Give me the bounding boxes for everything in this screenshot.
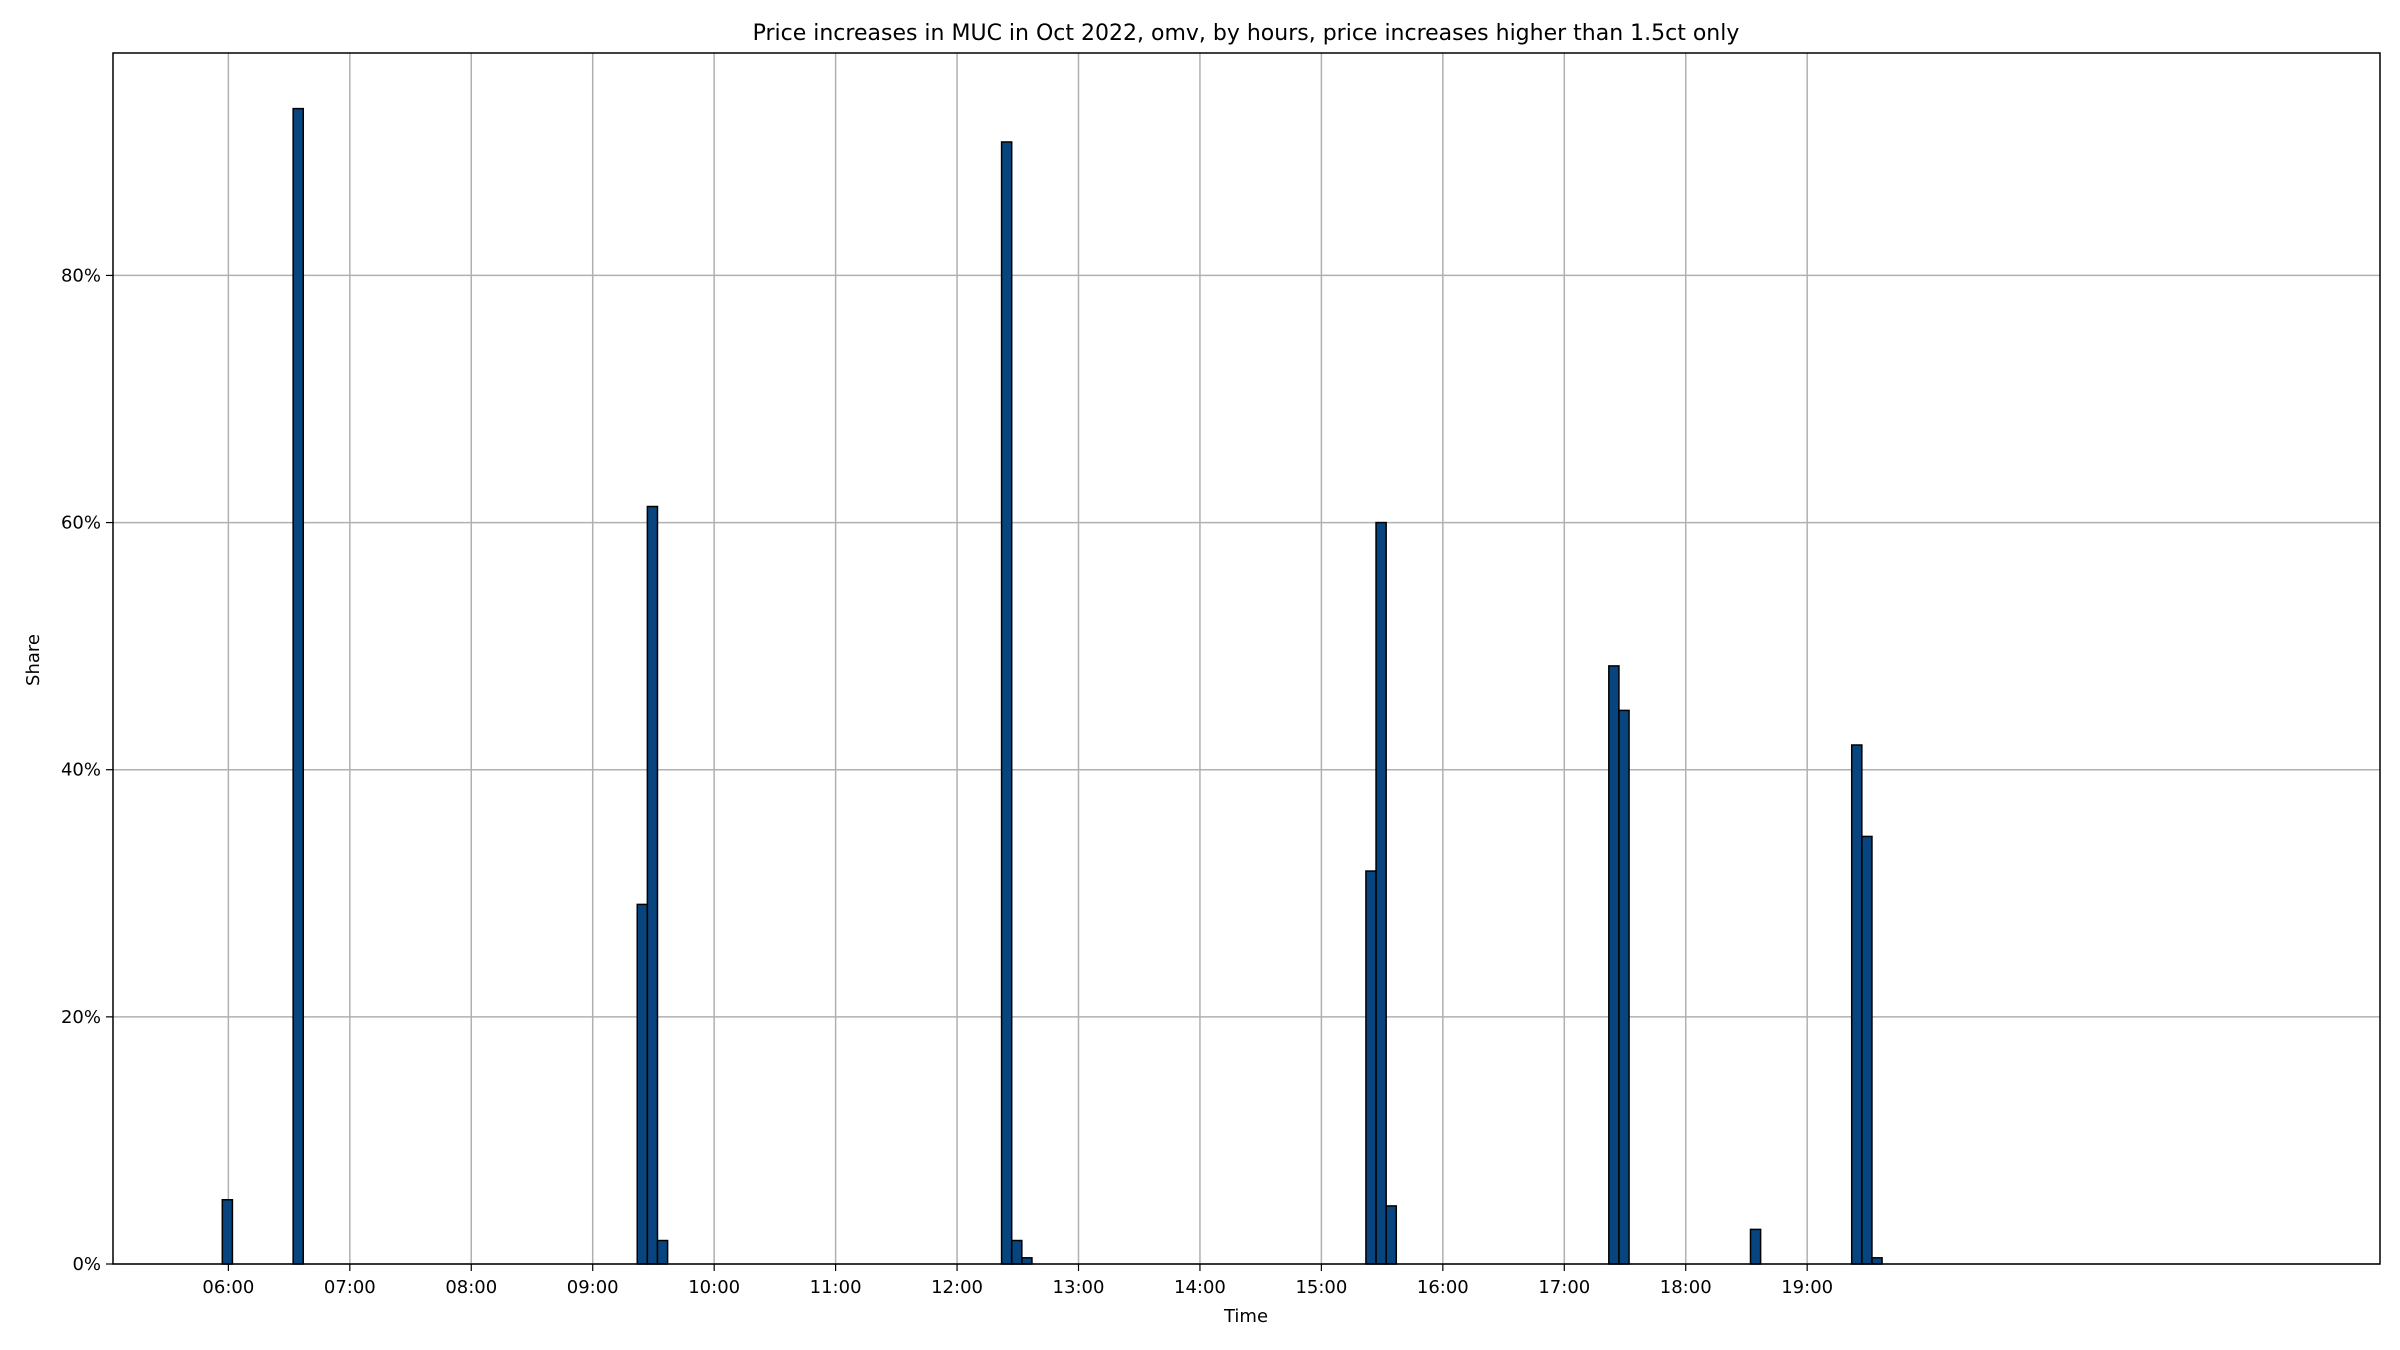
y-tick-label: 60% <box>61 513 101 534</box>
bar <box>1000 141 1013 1265</box>
bar <box>646 505 659 1265</box>
x-tick-label: 06:00 <box>202 1277 254 1298</box>
axis-ticks: 06:00 07:00 08:00 09:00 10:00 11:00 12:00 13:00… <box>61 265 1833 1298</box>
bars <box>221 107 1883 1265</box>
bar <box>1850 744 1863 1265</box>
x-tick-label: 17:00 <box>1538 1277 1590 1298</box>
x-tick-label: 12:00 <box>931 1277 983 1298</box>
bar <box>292 107 305 1265</box>
bar <box>1365 870 1377 1265</box>
bar <box>656 1239 669 1265</box>
x-tick-label: 08:00 <box>445 1277 497 1298</box>
x-tick-label: 10:00 <box>688 1277 740 1298</box>
x-tick-label: 14:00 <box>1174 1277 1226 1298</box>
y-tick-label: 80% <box>61 265 101 286</box>
x-tick-label: 07:00 <box>324 1277 376 1298</box>
bar <box>1618 709 1630 1265</box>
x-tick-label: 18:00 <box>1660 1277 1712 1298</box>
bar <box>1021 1257 1033 1265</box>
bar <box>1375 521 1387 1265</box>
y-axis-label: Share <box>23 634 44 686</box>
bar <box>636 903 649 1265</box>
x-tick-label: 19:00 <box>1781 1277 1833 1298</box>
chart-title: Price increases in MUC in Oct 2022, omv,… <box>753 21 1740 46</box>
bar <box>221 1198 234 1265</box>
y-tick-label: 20% <box>61 1007 101 1028</box>
x-tick-label: 09:00 <box>567 1277 619 1298</box>
x-tick-label: 15:00 <box>1295 1277 1347 1298</box>
bar <box>1010 1239 1023 1265</box>
bar <box>1749 1228 1762 1265</box>
x-tick-label: 16:00 <box>1417 1277 1469 1298</box>
y-tick-label: 40% <box>61 760 101 781</box>
x-tick-label: 13:00 <box>1053 1277 1105 1298</box>
bar <box>1385 1205 1398 1265</box>
y-tick-label: 0% <box>72 1254 101 1275</box>
bar <box>1871 1257 1883 1265</box>
x-tick-label: 11:00 <box>810 1277 862 1298</box>
x-axis-label: Time <box>1223 1306 1268 1327</box>
bar <box>1861 835 1873 1265</box>
bar <box>1608 665 1620 1265</box>
plot-area-frame <box>112 52 2381 1265</box>
